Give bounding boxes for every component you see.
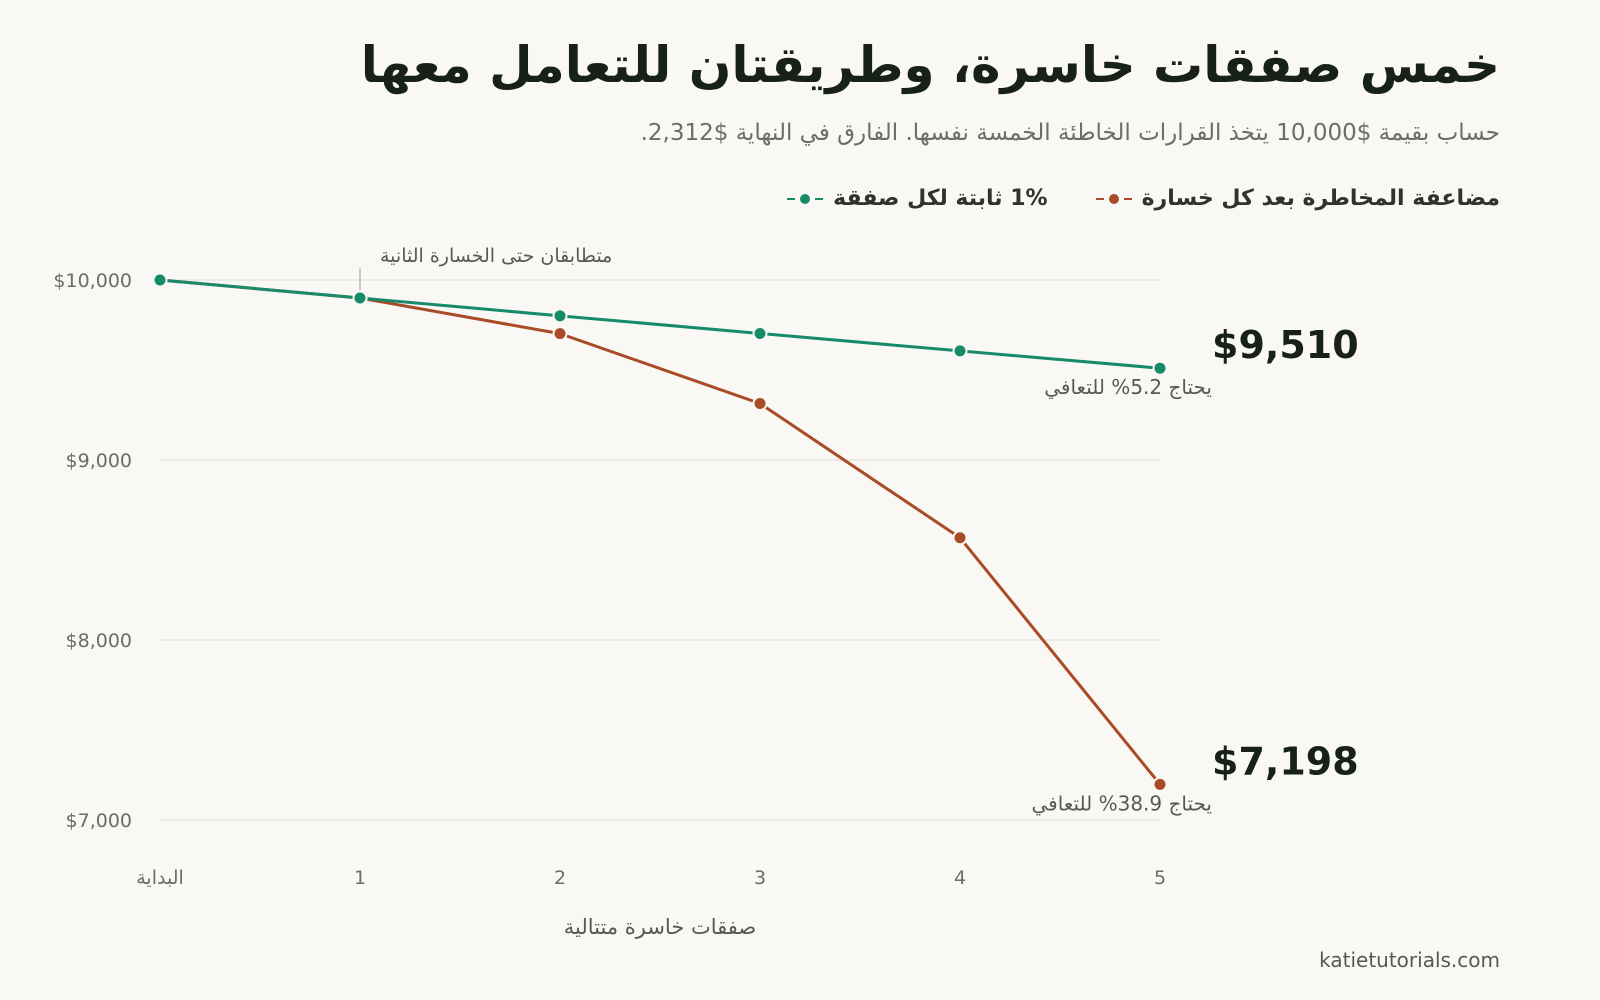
annotation-text-0: متطابقان حتى الخسارة الثانية <box>380 245 612 267</box>
y-tick-label-0: $10,000 <box>53 270 132 292</box>
legend-item-doubling-risk: مضاعفة المخاطرة بعد كل خسارة <box>1095 186 1500 211</box>
legend-label-fixed-risk: 1% ثابتة لكل صفقة <box>833 186 1048 211</box>
end-note-label-0: يحتاج 5.2% للتعافي <box>1044 375 1212 400</box>
chart-subtitle: حساب بقيمة $10,000 يتخذ القرارات الخاطئة… <box>640 120 1500 146</box>
series-1-point-3 <box>752 395 768 411</box>
y-tick-label-2: $8,000 <box>66 630 132 652</box>
x-tick-label-2: 2 <box>554 867 566 889</box>
end-note-label-1: يحتاج 38.9% للتعافي <box>1032 791 1213 816</box>
end-value-label-0: $9,510 <box>1212 323 1359 367</box>
series-1-point-5 <box>1152 776 1168 792</box>
x-tick-label-5: 5 <box>1154 867 1166 889</box>
series-0-point-3 <box>752 325 768 341</box>
series-0-point-4 <box>952 343 968 359</box>
series-1-point-2 <box>552 326 568 342</box>
legend-swatch-fixed-risk <box>787 192 824 206</box>
series-0-point-2 <box>552 308 568 324</box>
series-0-point-0 <box>152 272 168 288</box>
x-tick-label-3: 3 <box>754 867 766 889</box>
legend-label-doubling-risk: مضاعفة المخاطرة بعد كل خسارة <box>1141 186 1500 211</box>
legend: 1% ثابتة لكل صفقة مضاعفة المخاطرة بعد كل… <box>787 186 1500 211</box>
series-line-0 <box>158 278 1162 370</box>
y-tick-label-1: $9,000 <box>66 450 132 472</box>
x-axis-title: صفقات خاسرة متتالية <box>564 915 756 939</box>
y-tick-label-3: $7,000 <box>66 810 132 832</box>
legend-swatch-doubling-risk <box>1095 192 1132 206</box>
source-credit: katietutorials.com <box>1319 948 1500 972</box>
series-1-point-4 <box>952 530 968 546</box>
legend-item-fixed-risk: 1% ثابتة لكل صفقة <box>787 186 1048 211</box>
series-0-point-5 <box>1152 360 1168 376</box>
end-value-label-1: $7,198 <box>1212 739 1359 783</box>
x-tick-label-0: البداية <box>136 867 184 889</box>
x-tick-label-4: 4 <box>954 867 966 889</box>
chart-title: خمس صفقات خاسرة، وطريقتان للتعامل معها <box>360 36 1500 94</box>
series-0-point-1 <box>352 290 368 306</box>
x-tick-label-1: 1 <box>354 867 366 889</box>
